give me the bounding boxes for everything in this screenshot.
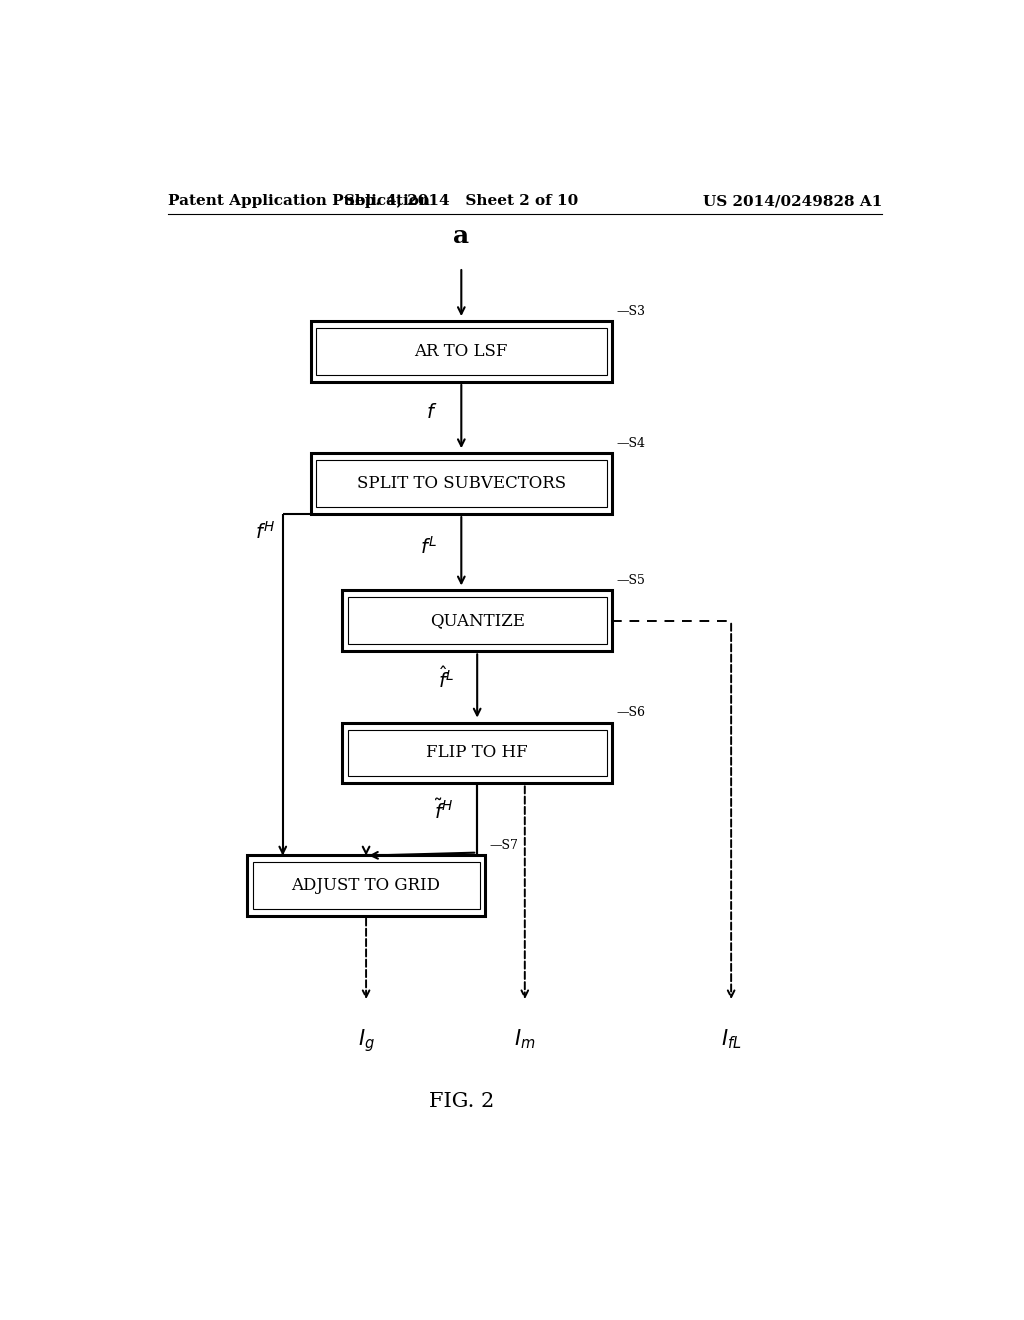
Text: US 2014/0249828 A1: US 2014/0249828 A1 xyxy=(702,194,882,209)
Text: Sep. 4, 2014   Sheet 2 of 10: Sep. 4, 2014 Sheet 2 of 10 xyxy=(344,194,579,209)
Text: Patent Application Publication: Patent Application Publication xyxy=(168,194,430,209)
Text: AR TO LSF: AR TO LSF xyxy=(415,343,508,360)
Bar xyxy=(310,453,612,515)
Text: —S4: —S4 xyxy=(616,437,645,450)
Bar xyxy=(316,461,606,507)
Text: $\tilde{f}^H$: $\tilde{f}^H$ xyxy=(434,799,454,822)
Text: QUANTIZE: QUANTIZE xyxy=(430,612,524,630)
Text: $I_m$: $I_m$ xyxy=(514,1027,536,1051)
Text: $f^H$: $f^H$ xyxy=(255,521,274,543)
Bar xyxy=(253,862,479,908)
Text: —S3: —S3 xyxy=(616,305,645,318)
Text: —S7: —S7 xyxy=(489,838,518,851)
Bar xyxy=(348,598,606,644)
Text: FLIP TO HF: FLIP TO HF xyxy=(426,744,528,762)
Bar xyxy=(342,590,612,651)
Text: $f^L$: $f^L$ xyxy=(421,536,437,558)
Text: FIG. 2: FIG. 2 xyxy=(429,1092,494,1111)
Text: $I_{fL}$: $I_{fL}$ xyxy=(721,1027,741,1051)
Bar xyxy=(247,854,485,916)
Text: a: a xyxy=(454,224,469,248)
Bar xyxy=(348,730,606,776)
Bar xyxy=(342,722,612,784)
Text: $\hat{f}^L$: $\hat{f}^L$ xyxy=(437,665,454,692)
Text: $f$: $f$ xyxy=(426,403,437,422)
Bar xyxy=(310,321,612,381)
Text: —S6: —S6 xyxy=(616,706,645,719)
Text: ADJUST TO GRID: ADJUST TO GRID xyxy=(292,876,440,894)
Bar xyxy=(316,329,606,375)
Text: $I_g$: $I_g$ xyxy=(357,1027,375,1055)
Text: SPLIT TO SUBVECTORS: SPLIT TO SUBVECTORS xyxy=(356,475,566,492)
Text: —S5: —S5 xyxy=(616,574,645,587)
